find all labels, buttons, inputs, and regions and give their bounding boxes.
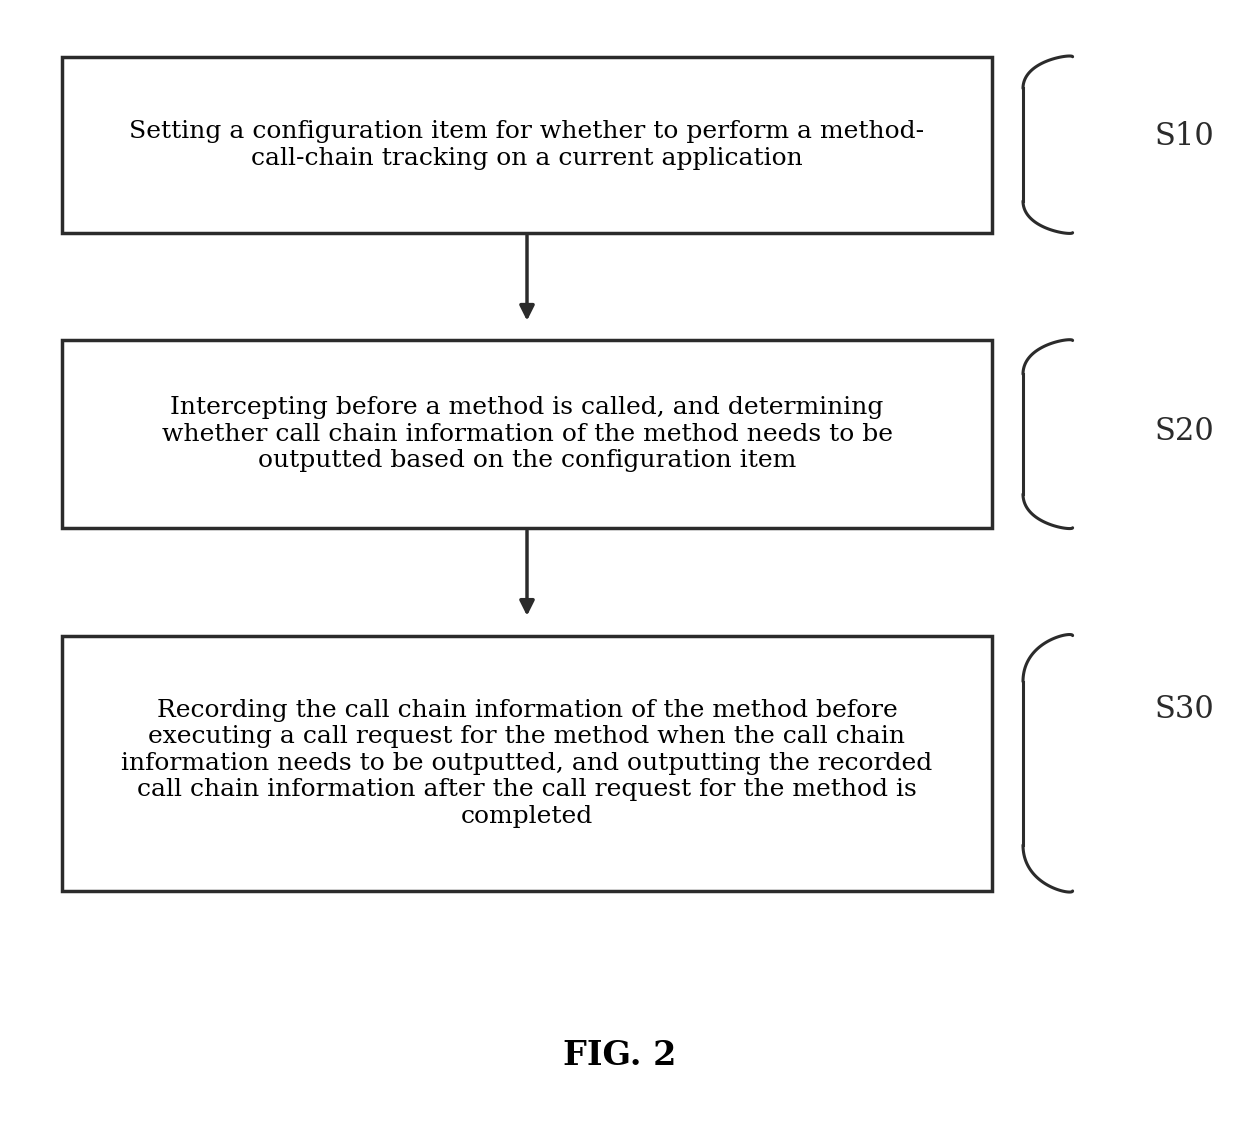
Text: Recording the call chain information of the method before
executing a call reque: Recording the call chain information of … [122,698,932,829]
Text: Setting a configuration item for whether to perform a method-
call-chain trackin: Setting a configuration item for whether… [129,120,925,169]
Text: FIG. 2: FIG. 2 [563,1039,677,1073]
FancyBboxPatch shape [62,340,992,528]
Text: S20: S20 [1154,415,1214,447]
Text: S10: S10 [1154,120,1214,152]
FancyBboxPatch shape [62,57,992,233]
Text: Intercepting before a method is called, and determining
whether call chain infor: Intercepting before a method is called, … [161,396,893,472]
FancyBboxPatch shape [62,636,992,891]
Text: S30: S30 [1154,693,1214,725]
